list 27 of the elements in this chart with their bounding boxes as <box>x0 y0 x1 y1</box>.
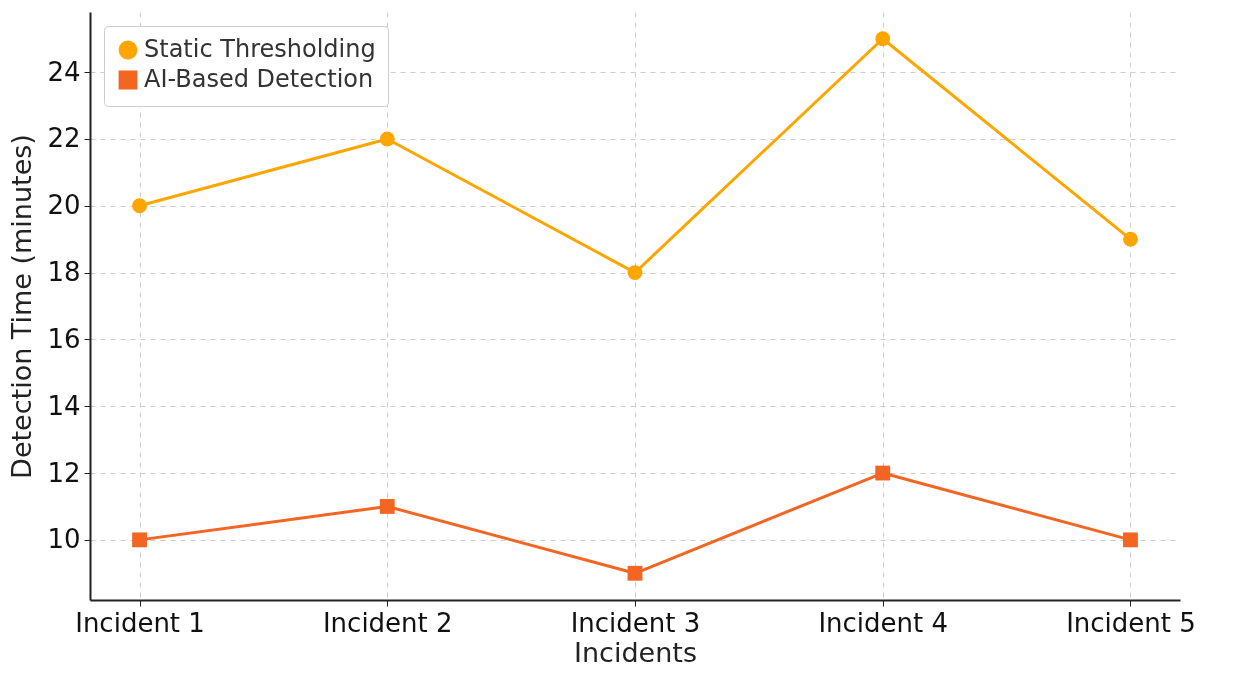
point <box>875 31 891 47</box>
point <box>379 131 395 147</box>
legend-label: Static Thresholding <box>144 35 376 63</box>
y-tick-label: 24 <box>47 56 81 87</box>
x-tick-label: Incident 5 <box>1066 607 1196 638</box>
x-tick-label: Incident 2 <box>322 607 453 638</box>
point <box>627 265 643 280</box>
point <box>379 499 395 514</box>
y-tick-label: 20 <box>47 190 81 221</box>
point <box>627 565 643 581</box>
point <box>1123 231 1138 247</box>
y-tick-label: 22 <box>47 123 81 154</box>
x-tick-label: Incident 3 <box>570 607 701 638</box>
y-tick-label: 18 <box>47 257 81 288</box>
point <box>132 198 147 214</box>
y-axis-title: Detection Time (minutes) <box>6 134 38 479</box>
x-tick-label: Incident 4 <box>818 607 949 638</box>
y-tick-label: 12 <box>47 457 81 488</box>
y-tick-label: 10 <box>47 524 81 555</box>
y-tick-label: 16 <box>47 323 81 354</box>
y-tick-label: 14 <box>47 390 81 421</box>
legend-label: AI-Based Detection <box>144 65 374 93</box>
x-axis-title: Incidents <box>574 636 697 668</box>
point <box>875 465 891 481</box>
point <box>132 532 147 548</box>
point <box>1123 532 1138 548</box>
x-tick-label: Incident 1 <box>75 607 205 638</box>
